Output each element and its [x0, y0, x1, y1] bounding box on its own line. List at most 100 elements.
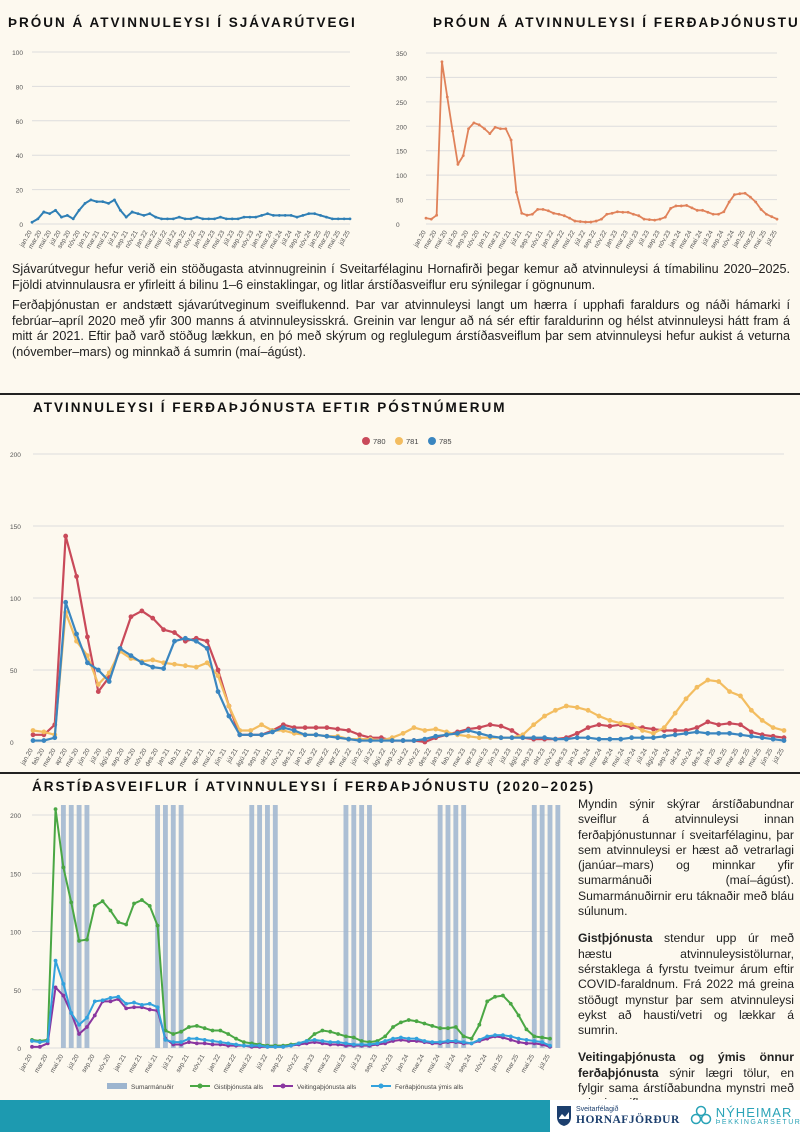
- data-point: [607, 723, 613, 729]
- data-point: [85, 1015, 89, 1020]
- data-point: [219, 215, 222, 219]
- data-point: [139, 1002, 144, 1007]
- data-point: [324, 725, 330, 730]
- data-point: [477, 1037, 482, 1042]
- data-point: [218, 1040, 223, 1045]
- data-point: [281, 1044, 286, 1049]
- y-tick-label: 150: [10, 524, 21, 531]
- data-point: [330, 217, 334, 221]
- logo-a-small: Sveitarfélagið: [576, 1106, 619, 1113]
- data-point: [456, 162, 460, 166]
- data-point: [616, 210, 619, 214]
- data-point: [336, 1032, 340, 1036]
- data-point: [147, 1001, 152, 1006]
- summer-month-bar: [555, 805, 561, 1048]
- data-point: [344, 1034, 348, 1039]
- data-point: [313, 212, 317, 216]
- data-point: [177, 215, 181, 219]
- x-tick-label: mar.22: [222, 1053, 238, 1074]
- data-point: [440, 60, 444, 64]
- data-point: [563, 736, 569, 742]
- data-point: [85, 660, 90, 666]
- data-point: [469, 1041, 474, 1046]
- data-point: [501, 1033, 505, 1038]
- data-point: [202, 1037, 207, 1042]
- data-point: [541, 207, 545, 211]
- data-point: [400, 738, 406, 743]
- data-point: [172, 630, 177, 635]
- summer-month-bar: [437, 805, 443, 1048]
- data-point: [116, 994, 121, 999]
- summer-month-bar: [351, 805, 357, 1048]
- data-point: [738, 192, 742, 196]
- data-point: [748, 733, 754, 739]
- logo-b-big: NÝHEIMAR: [715, 1104, 793, 1120]
- data-point: [477, 1022, 482, 1027]
- data-point: [557, 212, 561, 216]
- data-point: [283, 214, 287, 217]
- data-point: [139, 660, 145, 666]
- data-point: [509, 735, 515, 741]
- x-tick-label: júl.20: [66, 1053, 81, 1071]
- data-point: [589, 220, 593, 224]
- data-point: [672, 732, 678, 738]
- data-point: [585, 735, 591, 741]
- tourism-chart-title: ÞRÓUN Á ATVINNULEYSI Í FERÐAÞJÓNUSTU: [433, 15, 800, 30]
- logo-b-small: ÞEKKINGARSETUR: [715, 1118, 800, 1126]
- data-point: [433, 726, 439, 732]
- y-tick-label: 0: [17, 1046, 21, 1053]
- data-point: [674, 204, 678, 208]
- data-point: [476, 735, 482, 741]
- data-point: [770, 725, 776, 730]
- data-point: [764, 212, 768, 216]
- data-point: [202, 1041, 207, 1046]
- x-tick-label: júl.22: [255, 1053, 270, 1071]
- data-point: [594, 219, 598, 223]
- data-point: [183, 217, 187, 221]
- data-point: [218, 1028, 223, 1033]
- data-point: [69, 1011, 74, 1015]
- data-point: [215, 667, 221, 673]
- summer-month-bar: [531, 805, 537, 1048]
- data-point: [701, 208, 704, 212]
- data-point: [531, 735, 537, 741]
- data-point: [493, 125, 497, 129]
- data-point: [525, 213, 529, 217]
- data-point: [304, 1039, 309, 1043]
- data-point: [516, 1036, 521, 1041]
- y-tick-label: 0: [10, 740, 14, 747]
- side-bold-gist: Gistþjónusta: [578, 931, 653, 946]
- data-point: [320, 1039, 325, 1043]
- x-tick-label: júl.23: [349, 1053, 364, 1071]
- data-point: [85, 634, 90, 640]
- data-point: [226, 1032, 231, 1036]
- data-point: [77, 1022, 81, 1027]
- data-point: [629, 735, 635, 741]
- data-point: [749, 195, 752, 199]
- data-point: [378, 738, 384, 743]
- data-point: [63, 599, 69, 605]
- summer-month-bar: [84, 805, 90, 1048]
- data-point: [320, 1028, 325, 1033]
- data-point: [738, 693, 743, 699]
- logo-area: Sveitarfélagið HORNAFJÖRÐUR NÝHEIMAR ÞEK…: [550, 1100, 800, 1132]
- data-point: [313, 732, 319, 738]
- data-point: [465, 733, 471, 739]
- data-point: [650, 735, 656, 741]
- data-point: [128, 614, 134, 620]
- data-point: [493, 1033, 497, 1038]
- data-point: [132, 1000, 136, 1005]
- postcode-chart: 050100150200jan.20feb.20mar.20apr.20maí.…: [10, 437, 787, 768]
- data-point: [422, 1021, 427, 1026]
- data-point: [116, 920, 121, 925]
- data-point: [540, 1035, 545, 1040]
- data-point: [204, 660, 210, 666]
- postcode-chart-title: ATVINNULEYSI Í FERÐAÞJÓNUSTA EFTIR PÓSTN…: [33, 400, 507, 415]
- data-point: [509, 728, 515, 733]
- data-point: [270, 729, 275, 735]
- data-point: [467, 127, 470, 131]
- data-point: [277, 214, 281, 217]
- data-point: [95, 682, 101, 687]
- data-point: [161, 627, 167, 633]
- data-point: [733, 193, 736, 197]
